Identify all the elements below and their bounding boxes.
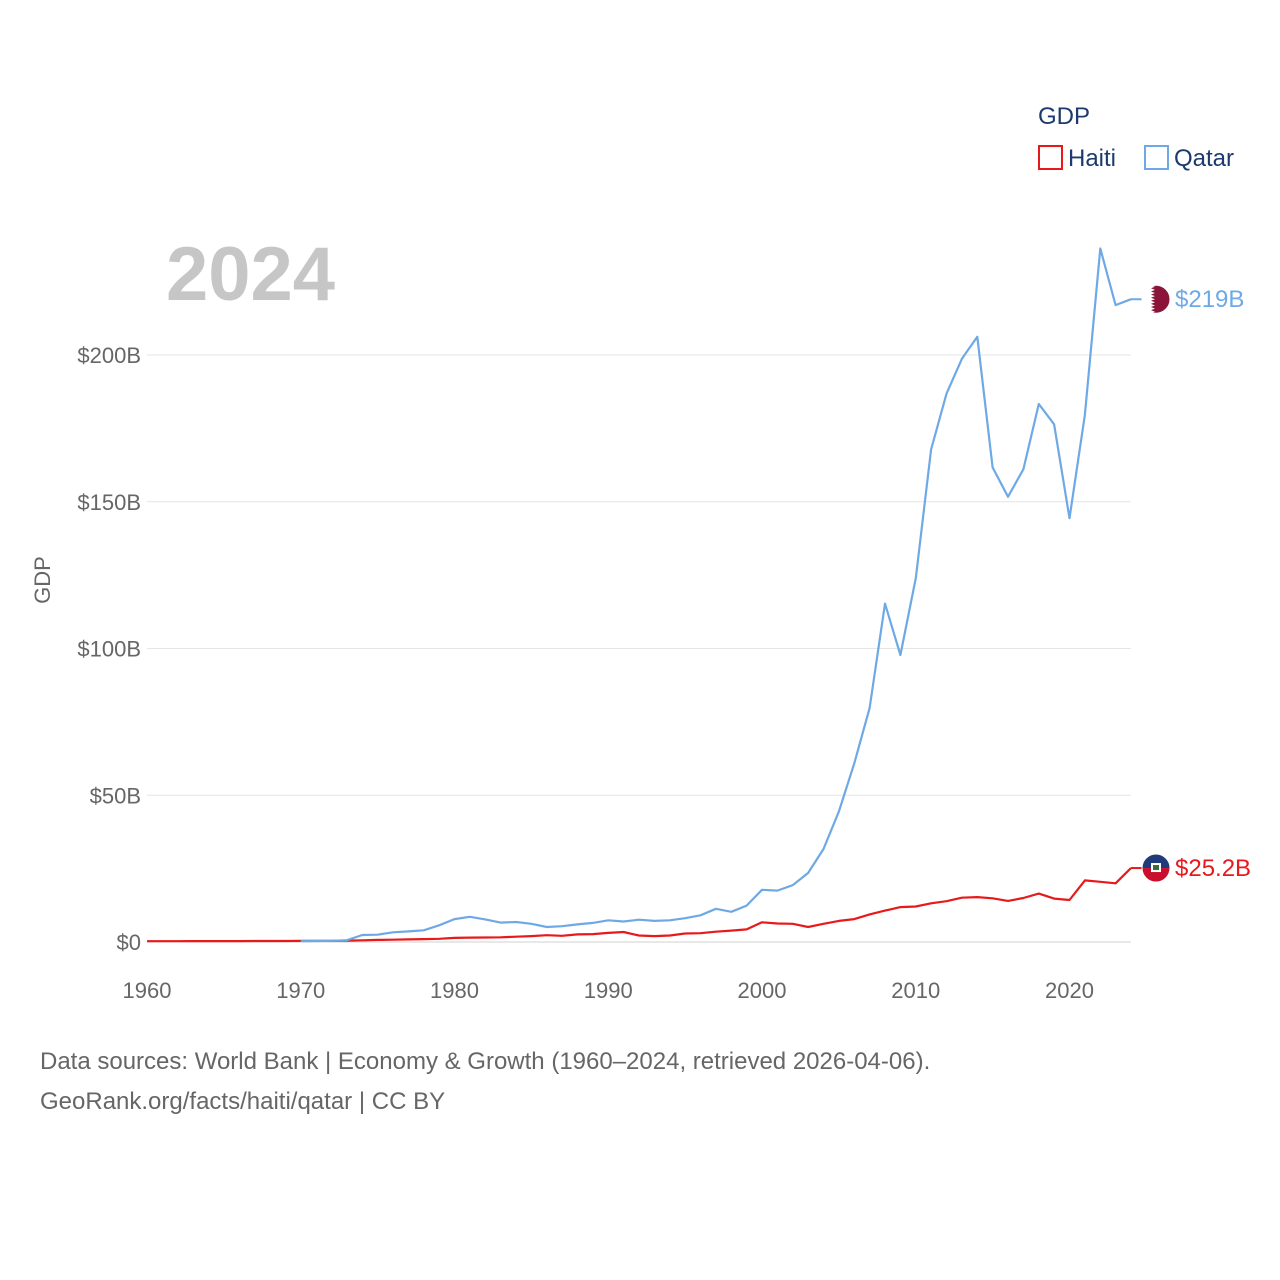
source-link[interactable]: GeoRank.org/facts/haiti/qatar | CC BY [40, 1088, 446, 1115]
x-tick-label: 2000 [738, 978, 787, 1003]
legend-swatch-qatar [1144, 145, 1169, 170]
y-tick-label: $200B [77, 343, 141, 368]
legend-label-qatar: Qatar [1174, 145, 1234, 172]
y-axis-ticks: $0 $50B $100B $150B $200B [77, 343, 141, 955]
x-tick-label: 1970 [276, 978, 325, 1003]
flag-border [1141, 853, 1171, 883]
x-tick-label: 1960 [123, 978, 172, 1003]
legend-item-qatar[interactable]: Qatar [1144, 145, 1234, 172]
x-tick-label: 1980 [430, 978, 479, 1003]
y-tick-label: $150B [77, 490, 141, 515]
series-line-haiti[interactable] [147, 867, 1132, 943]
legend: GDP Haiti Qatar [1038, 103, 1234, 172]
qatar-flag-icon [1141, 284, 1171, 314]
footer: Data sources: World Bank | Economy & Gro… [40, 1042, 930, 1122]
legend-swatch-haiti [1038, 145, 1063, 170]
end-value-label-qatar: $219B [1175, 286, 1244, 313]
x-tick-label: 2020 [1045, 978, 1094, 1003]
data-sources-text: Data sources: World Bank | Economy & Gro… [40, 1048, 931, 1075]
year-watermark: 2024 [166, 232, 335, 317]
flag-border [1141, 284, 1171, 314]
legend-item-haiti[interactable]: Haiti [1038, 145, 1116, 172]
haiti-flag-icon [1141, 853, 1171, 883]
y-axis-title: GDP [30, 556, 55, 604]
series-line-qatar[interactable] [300, 247, 1132, 943]
y-tick-label: $0 [117, 930, 141, 955]
end-markers: $25.2B $219B [1131, 284, 1251, 883]
x-tick-label: 1990 [584, 978, 633, 1003]
end-value-label-haiti: $25.2B [1175, 855, 1251, 882]
x-axis-ticks: 1960 1970 1980 1990 2000 2010 2020 [123, 978, 1094, 1003]
series-lines [147, 247, 1132, 943]
legend-title: GDP [1038, 103, 1090, 130]
gridlines [147, 354, 1131, 943]
y-tick-label: $50B [90, 783, 141, 808]
legend-label-haiti: Haiti [1068, 145, 1116, 172]
x-tick-label: 2010 [891, 978, 940, 1003]
y-tick-label: $100B [77, 637, 141, 662]
